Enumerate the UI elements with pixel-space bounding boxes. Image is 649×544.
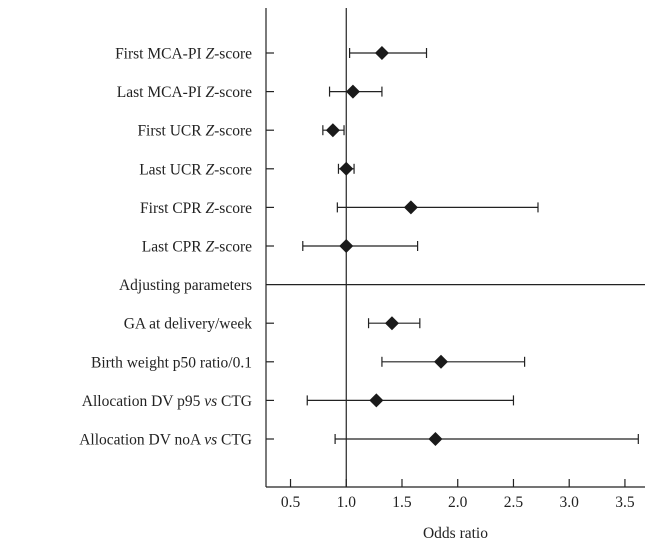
forest-row: First MCA-PI Z-score (115, 46, 428, 63)
odds-ratio-point (339, 239, 354, 253)
row-label: First UCR Z-score (137, 123, 252, 140)
forest-row: First CPR Z-score (140, 200, 539, 217)
row-label-text: First CPR (140, 200, 205, 217)
row-label: GA at delivery/week (124, 316, 253, 333)
row-label-text: Last UCR (139, 161, 205, 178)
row-label-text: Allocation DV p95 (82, 393, 204, 410)
row-label: Last MCA-PI Z-score (117, 84, 252, 101)
row-label-text: -score (214, 123, 252, 140)
row-label-italic: Z (206, 239, 215, 256)
forest-row: Last UCR Z-score (139, 161, 355, 178)
row-label: First CPR Z-score (140, 200, 252, 217)
row-label: First MCA-PI Z-score (115, 46, 252, 63)
forest-row: GA at delivery/week (124, 316, 421, 333)
odds-ratio-point (384, 316, 399, 331)
row-label-italic: Z (206, 84, 215, 101)
x-tick-label: 3.5 (615, 494, 635, 511)
row-label-text: -score (214, 239, 252, 256)
row-label: Birth weight p50 ratio/0.1 (91, 354, 252, 371)
x-tick-label: 0.5 (281, 494, 301, 511)
forest-row: Allocation DV noA vs CTG (79, 432, 639, 449)
row-label-text: -score (214, 161, 252, 178)
forest-row: Last CPR Z-score (142, 239, 419, 256)
forest-row: Birth weight p50 ratio/0.1 (91, 354, 526, 371)
row-label-text: CTG (217, 432, 252, 449)
odds-ratio-point (428, 432, 443, 446)
x-tick-label: 2.5 (504, 494, 524, 511)
row-label-italic: Z (206, 200, 215, 217)
x-tick-label: 1.0 (337, 494, 357, 511)
odds-ratio-point (325, 123, 340, 138)
x-tick-label: 3.0 (560, 494, 580, 511)
forest-row: Allocation DV p95 vs CTG (82, 393, 515, 410)
row-label: Last UCR Z-score (139, 161, 252, 178)
row-label-italic: Z (206, 46, 215, 63)
odds-ratio-point (434, 354, 449, 369)
row-label-text: First UCR (137, 123, 205, 140)
row-label-text: GA at delivery/week (124, 316, 253, 333)
row-label: Adjusting parameters (119, 277, 252, 294)
row-label-italic: vs (204, 432, 217, 449)
row-label-text: -score (214, 46, 252, 63)
row-label-text: Last MCA-PI (117, 84, 206, 101)
row-label: Last CPR Z-score (142, 239, 252, 256)
row-label-text: CTG (217, 393, 252, 410)
row-label-text: -score (214, 84, 252, 101)
row-label: Allocation DV p95 vs CTG (82, 393, 252, 410)
row-label: Allocation DV noA vs CTG (79, 432, 252, 449)
row-label-text: Adjusting parameters (119, 277, 252, 294)
row-label-italic: vs (204, 393, 217, 410)
odds-ratio-point (339, 161, 354, 176)
x-tick-label: 2.0 (448, 494, 468, 511)
x-tick-label: 1.5 (392, 494, 412, 511)
forest-row: First UCR Z-score (137, 123, 345, 140)
forest-row: Last MCA-PI Z-score (117, 84, 383, 101)
row-label-text: Birth weight p50 ratio/0.1 (91, 354, 252, 371)
x-axis: 0.5 1.0 1.5 2.0 2.5 3.0 3.5 (281, 479, 635, 511)
row-label-italic: Z (206, 123, 215, 140)
odds-ratio-point (369, 393, 384, 408)
row-label-text: Last CPR (142, 239, 206, 256)
forest-row: Adjusting parameters (119, 277, 645, 294)
x-axis-label: Odds ratio (423, 525, 488, 542)
row-label-italic: Z (206, 161, 215, 178)
odds-ratio-point (374, 46, 389, 60)
odds-ratio-point (345, 84, 360, 99)
odds-ratio-point (403, 200, 418, 215)
plot-frame (265, 8, 645, 488)
row-label-text: -score (214, 200, 252, 217)
row-label-text: First MCA-PI (115, 46, 205, 63)
row-label-text: Allocation DV noA (79, 432, 204, 449)
